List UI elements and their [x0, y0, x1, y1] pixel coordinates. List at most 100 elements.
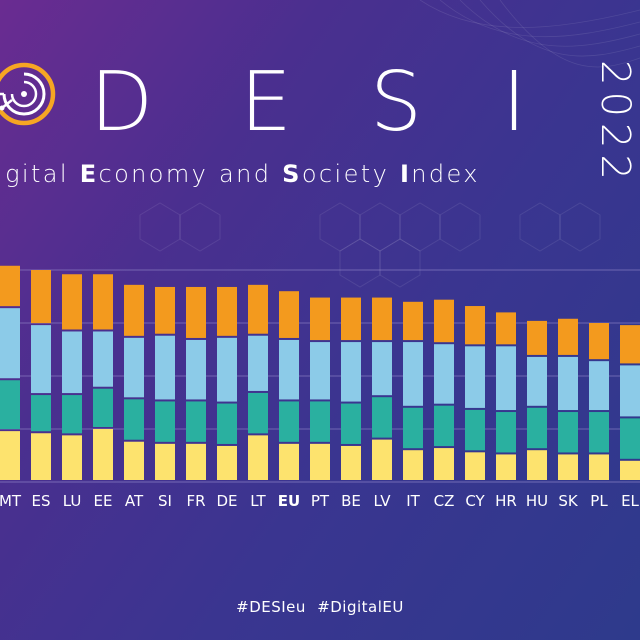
bar-pt-segment-2: [310, 342, 330, 400]
bar-it-segment-0: [403, 450, 423, 480]
bar-ee-segment-2: [93, 331, 113, 387]
bar-si-segment-3: [155, 286, 175, 334]
bar-el-segment-0: [620, 460, 640, 480]
bar-si-segment-2: [155, 335, 175, 400]
bar-es-segment-0: [31, 433, 51, 480]
tick-label-fr: FR: [186, 492, 205, 510]
bar-mt-segment-1: [0, 380, 20, 430]
hashtags: #DESIeu #DigitalEU: [0, 598, 640, 616]
bar-fr-segment-0: [186, 443, 206, 480]
bar-mt-segment-2: [0, 308, 20, 379]
tick-label-el: EL: [621, 492, 639, 510]
bar-pl-segment-2: [589, 361, 609, 411]
bar-es-segment-1: [31, 395, 51, 432]
bar-pl-segment-0: [589, 454, 609, 480]
bar-it-segment-1: [403, 407, 423, 449]
bar-lv-segment-0: [372, 439, 392, 480]
tick-label-lv: LV: [374, 492, 392, 510]
tick-label-it: IT: [406, 492, 420, 510]
bar-be-segment-3: [341, 297, 361, 341]
tick-label-ee: EE: [94, 492, 113, 510]
bar-hr-segment-2: [496, 346, 516, 411]
tick-label-be: BE: [341, 492, 361, 510]
bar-hr-segment-3: [496, 312, 516, 345]
tick-label-si: SI: [158, 492, 172, 510]
bar-cz-segment-2: [434, 344, 454, 404]
subtitle: igital Economy and Society Index: [0, 160, 480, 188]
tick-label-hu: HU: [526, 492, 548, 510]
bar-de-segment-3: [217, 286, 237, 336]
bar-lt-segment-2: [248, 335, 268, 391]
bar-cy-segment-2: [465, 346, 485, 408]
hashtag-digitaleu[interactable]: #DigitalEU: [317, 598, 404, 616]
bar-hu-segment-3: [527, 320, 547, 355]
tick-label-pl: PL: [590, 492, 608, 510]
bar-lu-segment-2: [62, 331, 82, 394]
bar-es-segment-3: [31, 270, 51, 324]
bar-pl-segment-1: [589, 412, 609, 453]
bar-fr-segment-3: [186, 286, 206, 338]
bar-si-segment-1: [155, 401, 175, 442]
bar-lv-segment-1: [372, 397, 392, 438]
bar-de-segment-0: [217, 445, 237, 480]
bar-cy-segment-1: [465, 409, 485, 451]
bar-el-segment-1: [620, 418, 640, 459]
bar-hu-segment-1: [527, 407, 547, 449]
bar-lv-segment-3: [372, 297, 392, 341]
bar-it-segment-3: [403, 301, 423, 341]
title-letter-d: D: [90, 55, 154, 150]
bar-pl-segment-3: [589, 323, 609, 360]
bar-at-segment-1: [124, 399, 144, 440]
bar-be-segment-2: [341, 342, 361, 402]
bar-ee-segment-1: [93, 388, 113, 427]
hashtag-desieu[interactable]: #DESIeu: [236, 598, 306, 616]
tick-label-mt: MT: [0, 492, 22, 510]
bar-el-segment-2: [620, 365, 640, 417]
bar-lu-segment-0: [62, 435, 82, 480]
bar-mt-segment-3: [0, 265, 20, 307]
bar-lt-segment-1: [248, 392, 268, 434]
tick-label-pt: PT: [311, 492, 330, 510]
tick-label-at: AT: [125, 492, 144, 510]
desi-stacked-bar-chart: MT ES LU EE AT SI FR DE LT EU PT BE LV IT CZ CY HR HU SK PL…: [0, 265, 640, 510]
bar-si-segment-0: [155, 443, 175, 480]
bar-ee-segment-0: [93, 429, 113, 480]
bar-sk-segment-3: [558, 318, 578, 355]
bar-lu-segment-1: [62, 395, 82, 434]
bar-fr-segment-1: [186, 401, 206, 442]
tick-label-lu: LU: [63, 492, 82, 510]
tick-label-de: DE: [216, 492, 237, 510]
title-letter-i: I: [502, 55, 527, 150]
bar-pt-segment-0: [310, 443, 330, 480]
subtitle-text: igital Economy and Society Index: [0, 160, 480, 188]
bar-cz-segment-1: [434, 405, 454, 447]
title-letter-e: E: [240, 55, 292, 150]
bar-hr-segment-0: [496, 454, 516, 480]
tick-label-eu: EU: [278, 492, 300, 510]
bar-lt-segment-0: [248, 435, 268, 480]
bar-at-segment-0: [124, 441, 144, 480]
bar-pt-segment-1: [310, 401, 330, 442]
tick-label-cy: CY: [465, 492, 485, 510]
bar-pt-segment-3: [310, 297, 330, 341]
bar-eu-segment-3: [279, 291, 299, 338]
bar-lu-segment-3: [62, 274, 82, 330]
bar-cz-segment-0: [434, 448, 454, 480]
bar-sk-segment-0: [558, 454, 578, 480]
desi-logo-icon: [0, 62, 56, 126]
bar-at-segment-2: [124, 337, 144, 398]
bar-eu-segment-0: [279, 443, 299, 480]
bar-lt-segment-3: [248, 284, 268, 334]
tick-label-lt: LT: [250, 492, 266, 510]
bar-at-segment-3: [124, 284, 144, 336]
tick-label-es: ES: [32, 492, 51, 510]
desi-logo: [0, 60, 58, 128]
bar-it-segment-2: [403, 342, 423, 406]
bar-sk-segment-2: [558, 356, 578, 411]
bar-eu-segment-2: [279, 339, 299, 400]
year-label: 2022: [592, 60, 638, 186]
bar-fr-segment-2: [186, 339, 206, 400]
bar-es-segment-2: [31, 325, 51, 394]
bar-be-segment-0: [341, 445, 361, 480]
bar-cy-segment-3: [465, 306, 485, 345]
